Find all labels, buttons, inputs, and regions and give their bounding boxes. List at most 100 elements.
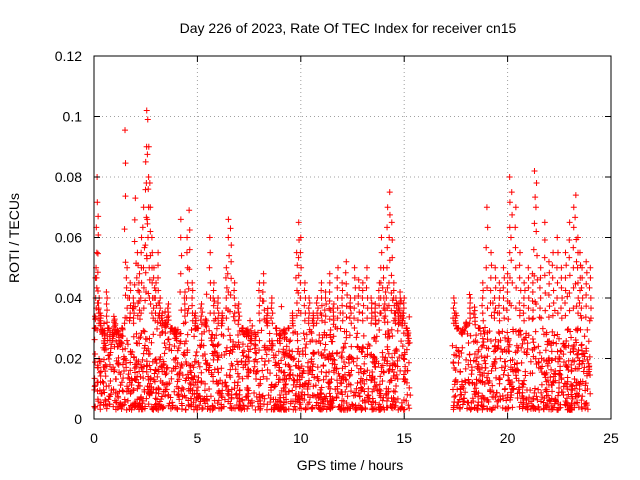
- data-point: [105, 325, 112, 332]
- data-point: [282, 361, 289, 368]
- data-point: [384, 284, 391, 291]
- data-point: [388, 219, 395, 226]
- data-point: [376, 302, 383, 309]
- data-point: [142, 242, 149, 249]
- data-point: [503, 307, 510, 314]
- data-point: [256, 302, 263, 309]
- data-point: [318, 287, 325, 294]
- data-point: [549, 388, 556, 395]
- data-point: [548, 406, 555, 413]
- data-point: [97, 317, 104, 324]
- data-point: [199, 406, 206, 413]
- data-point: [574, 327, 581, 334]
- data-point: [322, 295, 329, 301]
- data-point: [130, 315, 137, 322]
- data-point: [504, 270, 511, 277]
- grid: [94, 56, 611, 419]
- data-point: [500, 371, 507, 378]
- data-point: [516, 307, 523, 314]
- data-point: [225, 216, 232, 223]
- data-point: [223, 348, 230, 355]
- data-point: [385, 329, 392, 336]
- data-point: [375, 287, 382, 294]
- data-point: [103, 313, 110, 320]
- data-point: [455, 348, 462, 355]
- data-point: [346, 405, 353, 412]
- data-point: [295, 219, 302, 226]
- data-point: [479, 379, 486, 386]
- x-tick-label: 5: [194, 430, 202, 446]
- data-point: [181, 301, 188, 308]
- data-point: [273, 330, 280, 337]
- data-point: [245, 369, 252, 376]
- data-point: [490, 348, 497, 355]
- data-point: [286, 388, 293, 395]
- data-point: [341, 371, 348, 378]
- data-point: [558, 264, 565, 271]
- data-point: [382, 288, 389, 295]
- data-point: [344, 393, 351, 400]
- data-point: [396, 307, 403, 314]
- data-point: [351, 295, 358, 301]
- data-point: [194, 393, 201, 400]
- data-point: [466, 305, 473, 312]
- data-point: [381, 301, 388, 308]
- data-point: [562, 362, 569, 369]
- data-point: [507, 234, 514, 241]
- data-point: [507, 396, 514, 403]
- data-point: [533, 228, 540, 235]
- data-point: [584, 370, 591, 377]
- data-point: [508, 385, 515, 392]
- data-point: [192, 352, 199, 359]
- data-point: [147, 366, 154, 373]
- data-point: [294, 337, 301, 344]
- data-point: [117, 382, 124, 389]
- data-point: [320, 362, 327, 369]
- data-point: [502, 334, 509, 341]
- data-point: [318, 279, 325, 286]
- data-point: [343, 383, 350, 390]
- data-point: [501, 274, 508, 281]
- data-point: [354, 330, 361, 337]
- data-point: [324, 354, 331, 361]
- data-point: [316, 331, 323, 338]
- data-point: [145, 143, 152, 150]
- data-point: [361, 360, 368, 367]
- data-point: [97, 368, 104, 375]
- data-point: [456, 396, 463, 403]
- data-point: [479, 342, 486, 349]
- data-point: [126, 375, 133, 382]
- data-point: [244, 386, 251, 393]
- data-point: [343, 400, 350, 407]
- data-point: [195, 374, 202, 381]
- data-point: [542, 371, 549, 378]
- data-point: [577, 312, 584, 319]
- data-point: [388, 326, 395, 333]
- data-point: [252, 337, 259, 344]
- data-point: [224, 270, 231, 277]
- data-point: [177, 234, 184, 241]
- data-point: [580, 368, 587, 375]
- data-point: [494, 344, 501, 351]
- data-point: [371, 379, 378, 386]
- data-point: [130, 320, 137, 327]
- data-point: [396, 354, 403, 361]
- data-point: [500, 264, 507, 271]
- data-point: [148, 234, 155, 241]
- data-point: [472, 385, 479, 392]
- x-tick-label: 20: [500, 430, 516, 446]
- data-point: [314, 315, 321, 322]
- data-point: [251, 329, 258, 336]
- y-tick-label: 0.08: [55, 169, 82, 185]
- data-point: [496, 317, 503, 324]
- data-point: [479, 406, 486, 413]
- data-point: [265, 357, 272, 364]
- data-point: [548, 348, 555, 355]
- data-point: [152, 395, 159, 402]
- data-point: [119, 346, 126, 353]
- y-tick-label: 0.06: [55, 230, 82, 246]
- data-point: [572, 214, 579, 221]
- data-point: [210, 279, 217, 286]
- data-point: [347, 381, 354, 388]
- data-point: [133, 357, 140, 364]
